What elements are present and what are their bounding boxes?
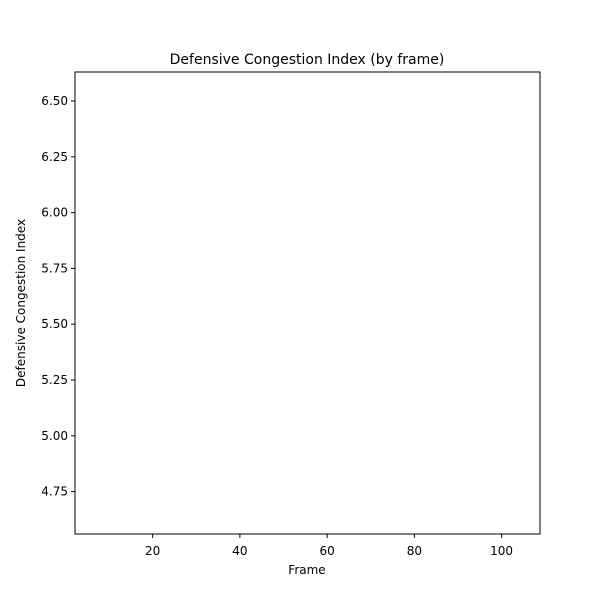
x-tick-label: 60: [319, 544, 334, 558]
chart-title: Defensive Congestion Index (by frame): [170, 52, 445, 68]
plot-frame: [74, 71, 541, 535]
y-tick-label: 5.25: [41, 373, 68, 387]
y-tick-label: 4.75: [41, 485, 68, 499]
y-axis-label: Defensive Congestion Index: [14, 219, 28, 387]
x-tick-label: 40: [232, 544, 247, 558]
y-tick-label: 6.00: [41, 206, 68, 220]
x-axis: 20 40 60 80 100: [145, 534, 513, 558]
x-tick-label: 20: [145, 544, 160, 558]
x-tick-label: 100: [490, 544, 513, 558]
y-tick-label: 6.25: [41, 150, 68, 164]
y-tick-label: 6.50: [41, 94, 68, 108]
y-axis: 4.75 5.00 5.25 5.50 5.75 6.00 6.25 6.50: [41, 94, 75, 499]
x-tick-label: 80: [407, 544, 422, 558]
y-tick-label: 5.75: [41, 261, 68, 275]
y-tick-label: 5.00: [41, 429, 68, 443]
x-axis-label: Frame: [288, 563, 325, 577]
y-tick-label: 5.50: [41, 317, 68, 331]
